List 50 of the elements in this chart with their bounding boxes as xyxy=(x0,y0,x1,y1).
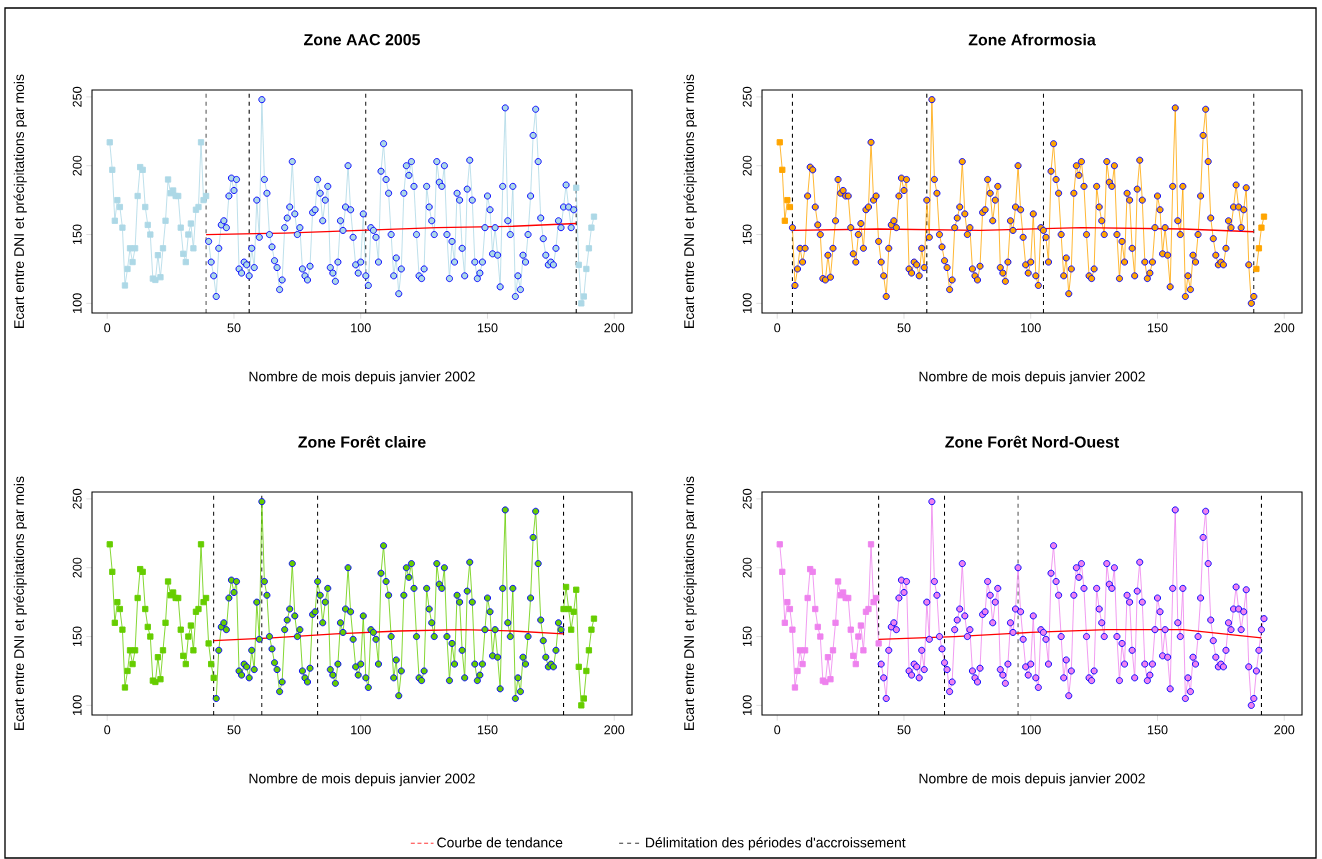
y-tick-label: 200 xyxy=(742,155,752,176)
x-tick-label: 100 xyxy=(1021,725,1041,735)
x-tick-label: 0 xyxy=(104,323,111,333)
y-tick-label: 250 xyxy=(72,86,82,107)
y-axis-title: Ecart entre DNI et précipitations par mois xyxy=(13,74,27,328)
y-tick-label: 200 xyxy=(742,557,752,578)
y-tick-label: 150 xyxy=(742,224,752,245)
x-tick-label: 0 xyxy=(774,323,781,333)
y-tick-label: 250 xyxy=(72,488,82,509)
x-tick-label: 200 xyxy=(604,725,625,735)
x-tick-label: 50 xyxy=(227,725,241,735)
y-tick-label: 150 xyxy=(72,626,82,647)
legend-label: Courbe de tendance xyxy=(437,837,563,848)
chart-title: Zone Forêt Nord-Ouest xyxy=(945,435,1120,448)
chart-title: Zone Forêt claire xyxy=(298,435,426,448)
x-tick-label: 50 xyxy=(897,725,911,735)
y-axis-title: Ecart entre DNI et précipitations par mois xyxy=(683,74,697,328)
y-tick-label: 200 xyxy=(72,557,82,578)
y-tick-label: 100 xyxy=(742,695,752,715)
x-tick-label: 50 xyxy=(897,323,911,333)
x-tick-label: 200 xyxy=(1274,725,1295,735)
chart-title: Zone Afrormosia xyxy=(968,33,1096,46)
x-axis-title: Nombre de mois depuis janvier 2002 xyxy=(919,371,1145,385)
x-tick-label: 100 xyxy=(1021,323,1041,333)
y-tick-label: 200 xyxy=(72,155,82,176)
x-tick-label: 50 xyxy=(227,323,241,333)
y-axis-title: Ecart entre DNI et précipitations par mois xyxy=(683,476,697,730)
x-tick-label: 150 xyxy=(1147,725,1168,735)
y-tick-label: 100 xyxy=(742,293,752,313)
x-tick-label: 200 xyxy=(1274,323,1295,333)
chart-title: Zone AAC 2005 xyxy=(304,34,420,46)
x-tick-label: 0 xyxy=(104,725,111,735)
x-tick-label: 100 xyxy=(351,323,371,333)
x-axis-title: Nombre de mois depuis janvier 2002 xyxy=(249,773,475,787)
y-axis-title: Ecart entre DNI et précipitations par mois xyxy=(13,476,27,730)
x-tick-label: 100 xyxy=(351,725,371,735)
x-tick-label: 150 xyxy=(1147,323,1168,333)
x-axis-title: Nombre de mois depuis janvier 2002 xyxy=(249,371,475,385)
legend-label: Délimitation des périodes d'accroissement xyxy=(646,837,906,851)
x-tick-label: 150 xyxy=(477,725,498,735)
y-tick-label: 100 xyxy=(72,695,82,715)
x-axis-title: Nombre de mois depuis janvier 2002 xyxy=(919,773,1145,787)
x-tick-label: 200 xyxy=(604,323,625,333)
y-tick-label: 150 xyxy=(72,224,82,245)
y-tick-label: 250 xyxy=(742,488,752,509)
x-tick-label: 150 xyxy=(477,323,498,333)
y-tick-label: 250 xyxy=(742,86,752,107)
y-tick-label: 100 xyxy=(72,293,82,313)
x-tick-label: 0 xyxy=(774,725,781,735)
y-tick-label: 150 xyxy=(742,626,752,647)
